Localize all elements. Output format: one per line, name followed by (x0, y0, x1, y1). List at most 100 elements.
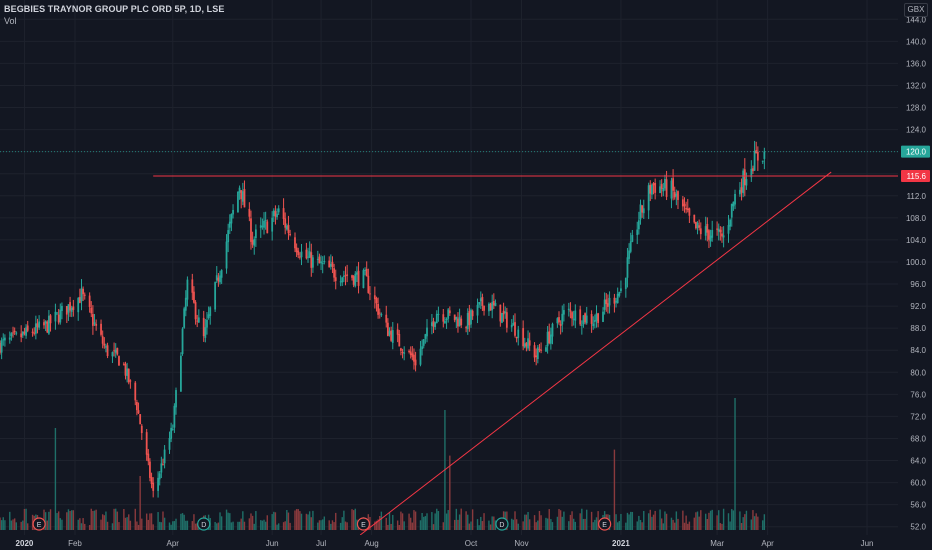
time-axis[interactable]: 2020 Feb Apr Jun Jul Aug Oct Nov 2021 Mar Apr Jun (0, 535, 932, 550)
candle-body (523, 343, 526, 348)
candle-body (88, 295, 91, 307)
candle-body (170, 427, 173, 439)
volume-bar (240, 518, 242, 530)
candle-body (470, 309, 472, 325)
candle-body (505, 312, 508, 328)
volume-bar (706, 518, 709, 530)
volume-bar (524, 514, 526, 530)
volume-legend-label[interactable]: Vol (4, 16, 17, 26)
candle-body (385, 314, 388, 323)
candle-body (238, 187, 241, 193)
candle-body (569, 310, 572, 312)
candle-body (756, 151, 759, 161)
volume-bar (662, 523, 665, 530)
earnings-marker[interactable]: E (356, 517, 371, 531)
volume-bar (9, 511, 11, 530)
candle-body (77, 297, 80, 313)
candle-body (175, 390, 177, 408)
price-tick-label: 52.0 (910, 523, 926, 532)
candle-body (287, 224, 290, 234)
volume-bar (388, 512, 391, 530)
volume-bar (414, 511, 417, 530)
candle-body (492, 301, 495, 306)
volume-bar (449, 455, 451, 530)
volume-bar (419, 520, 422, 530)
candle-body (378, 312, 381, 314)
volume-bar (525, 514, 528, 530)
volume-bar (478, 525, 480, 530)
volume-bar (625, 522, 627, 530)
volume-bar (13, 518, 16, 530)
dividend-marker[interactable]: D (197, 517, 211, 531)
candle-body (139, 414, 142, 425)
volume-bar (227, 512, 229, 530)
candle-body (546, 331, 549, 347)
candle-body (277, 208, 280, 213)
candle-body (367, 275, 370, 293)
volume-bar (147, 519, 150, 530)
volume-bar (263, 519, 265, 530)
volume-bar (328, 520, 330, 530)
volume-bar (696, 511, 699, 530)
candle-body (38, 321, 41, 328)
volume-bar (744, 514, 746, 530)
price-tick-label: 56.0 (910, 501, 926, 510)
candle-body (342, 275, 345, 277)
volume-bar (335, 512, 337, 530)
candle-body (699, 228, 702, 235)
candle-body (33, 332, 36, 334)
symbol-title[interactable]: BEGBIES TRAYNOR GROUP PLC ORD 5P, 1D, LS… (4, 4, 225, 14)
candle-body (15, 332, 18, 334)
earnings-marker[interactable]: E (32, 517, 46, 531)
volume-bar (15, 522, 17, 530)
candle-body (683, 203, 686, 207)
volume-bar (408, 513, 410, 530)
volume-bar (250, 513, 252, 530)
volume-bar (237, 521, 239, 530)
volume-bar (538, 510, 541, 530)
candle-body (150, 477, 153, 484)
candle-body (118, 356, 120, 366)
candle-body (237, 191, 239, 213)
candle-body (442, 314, 445, 322)
candle-body (162, 464, 164, 466)
price-axis[interactable]: 52.0 56.0 60.0 64.0 68.0 72.0 76.0 80.0 84.0 88.0… (898, 0, 932, 550)
candle-body (548, 331, 551, 344)
candle-body (620, 288, 622, 292)
volume-bar (512, 519, 515, 530)
volume-bar (571, 511, 573, 530)
volume-bar (159, 521, 161, 530)
volume-bar (330, 523, 332, 530)
volume-bar (465, 511, 467, 530)
volume-bar (2, 517, 4, 530)
drawn-lines[interactable] (0, 151, 898, 536)
candle-body (184, 297, 187, 311)
candle-body (36, 323, 39, 328)
candle-body (551, 323, 554, 337)
price-tick-label: 64.0 (910, 457, 926, 466)
volume-bar (374, 521, 376, 530)
candle-body (69, 302, 71, 311)
candle-body (419, 348, 422, 365)
volume-bar (426, 513, 428, 530)
candle-body (67, 304, 70, 313)
candle-body (722, 235, 725, 238)
candle-body (753, 151, 756, 171)
volume-bar (69, 510, 71, 530)
volume-bar (460, 508, 462, 530)
volume-bar (287, 512, 290, 530)
dividend-marker[interactable]: D (495, 517, 509, 531)
volume-bar (665, 513, 668, 530)
time-tick-label: Oct (465, 539, 478, 548)
candle-body (180, 355, 182, 392)
candle-body (677, 191, 679, 200)
volume-bar (225, 509, 228, 530)
currency-button[interactable]: GBX (904, 3, 928, 17)
candle-body (709, 235, 712, 242)
time-tick-label: Jun (266, 539, 279, 548)
earnings-marker[interactable]: E (598, 517, 612, 531)
candle-body (334, 277, 337, 282)
